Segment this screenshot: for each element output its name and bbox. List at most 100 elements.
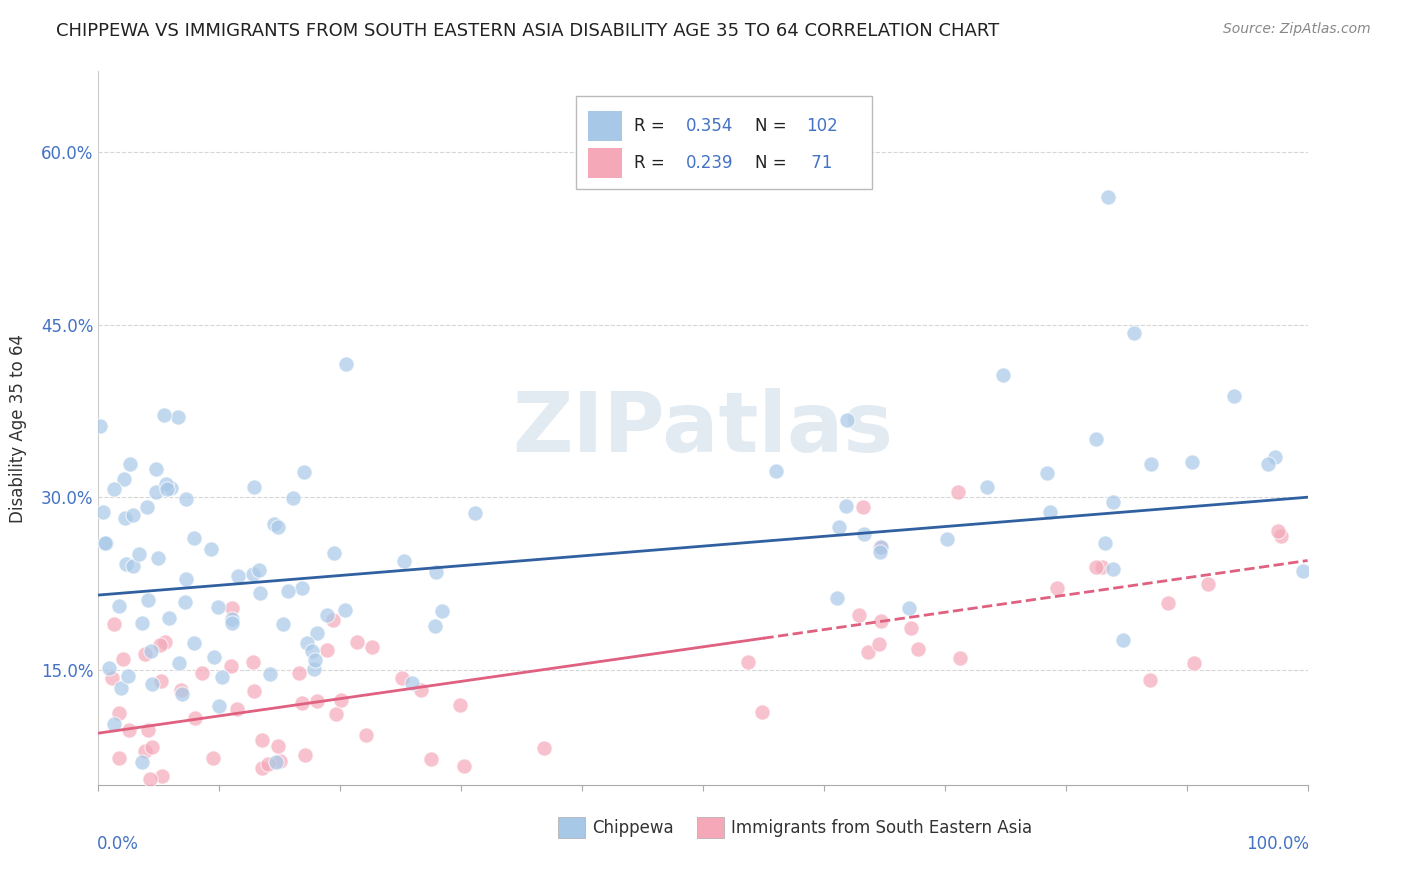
- Point: [269, 755, 291, 769]
- Point: [98, 661, 121, 675]
- Point: [411, 682, 433, 697]
- Point: [156, 483, 179, 497]
- Text: Source: ZipAtlas.com: Source: ZipAtlas.com: [1223, 22, 1371, 37]
- Bar: [588, 111, 621, 141]
- Point: [139, 772, 162, 787]
- Point: [153, 635, 176, 649]
- Point: [765, 464, 787, 478]
- Point: [89, 419, 111, 434]
- Point: [141, 677, 163, 691]
- Point: [250, 761, 273, 775]
- Point: [868, 638, 890, 652]
- Point: [243, 683, 266, 698]
- Point: [1046, 581, 1069, 595]
- Point: [391, 671, 413, 685]
- Point: [869, 541, 891, 555]
- Point: [301, 644, 323, 658]
- Point: [107, 751, 129, 765]
- Point: [108, 599, 131, 613]
- Point: [425, 565, 447, 579]
- Point: [128, 547, 150, 561]
- Point: [208, 698, 231, 713]
- Point: [333, 603, 356, 617]
- Point: [134, 648, 156, 662]
- Point: [1139, 673, 1161, 688]
- Point: [751, 705, 773, 719]
- Bar: [558, 817, 585, 838]
- Point: [432, 604, 454, 618]
- Point: [1035, 466, 1057, 480]
- Point: [271, 616, 294, 631]
- Point: [1039, 505, 1062, 519]
- Point: [1264, 450, 1286, 464]
- Point: [1181, 455, 1204, 469]
- Point: [134, 744, 156, 758]
- Point: [150, 769, 173, 783]
- Point: [103, 482, 125, 496]
- Point: [103, 716, 125, 731]
- Point: [302, 662, 325, 676]
- Point: [1267, 524, 1289, 538]
- Point: [835, 499, 858, 513]
- Point: [160, 481, 183, 495]
- Point: [935, 532, 957, 546]
- Point: [425, 618, 447, 632]
- Text: N =: N =: [755, 117, 792, 135]
- Point: [291, 696, 314, 710]
- Point: [1157, 596, 1180, 610]
- Point: [1091, 560, 1114, 574]
- Point: [1184, 656, 1206, 670]
- Point: [401, 676, 423, 690]
- Point: [392, 554, 415, 568]
- Point: [315, 642, 337, 657]
- Bar: [576, 96, 872, 189]
- Point: [1122, 326, 1144, 340]
- Point: [907, 642, 929, 657]
- Point: [322, 613, 344, 627]
- Point: [869, 540, 891, 554]
- Point: [291, 581, 314, 595]
- Point: [226, 569, 249, 583]
- Point: [1270, 529, 1292, 543]
- Point: [267, 739, 290, 753]
- Text: 71: 71: [806, 154, 832, 172]
- Point: [202, 649, 225, 664]
- Point: [221, 612, 243, 626]
- Point: [249, 586, 271, 600]
- Point: [242, 567, 264, 582]
- Point: [157, 610, 180, 624]
- Point: [121, 558, 143, 573]
- Point: [316, 608, 339, 623]
- Point: [852, 527, 875, 541]
- Point: [976, 480, 998, 494]
- Point: [176, 801, 198, 815]
- Point: [1094, 536, 1116, 550]
- Point: [1292, 565, 1315, 579]
- Point: [131, 615, 153, 630]
- Point: [200, 542, 222, 557]
- Point: [1101, 562, 1123, 576]
- Point: [111, 651, 134, 665]
- Point: [184, 711, 207, 725]
- Point: [267, 519, 290, 533]
- Point: [247, 563, 270, 577]
- Point: [1257, 457, 1279, 471]
- Point: [174, 491, 197, 506]
- Point: [110, 681, 132, 695]
- Point: [146, 550, 169, 565]
- Point: [141, 644, 163, 658]
- Point: [1097, 190, 1119, 204]
- Point: [191, 801, 214, 815]
- Point: [991, 368, 1014, 383]
- Point: [145, 461, 167, 475]
- Bar: [697, 817, 724, 838]
- Point: [323, 546, 346, 560]
- Text: R =: R =: [634, 117, 671, 135]
- Point: [233, 791, 256, 805]
- Point: [219, 658, 242, 673]
- Point: [257, 757, 280, 772]
- Point: [295, 636, 318, 650]
- Point: [118, 723, 141, 738]
- Point: [1197, 577, 1219, 591]
- Point: [294, 748, 316, 763]
